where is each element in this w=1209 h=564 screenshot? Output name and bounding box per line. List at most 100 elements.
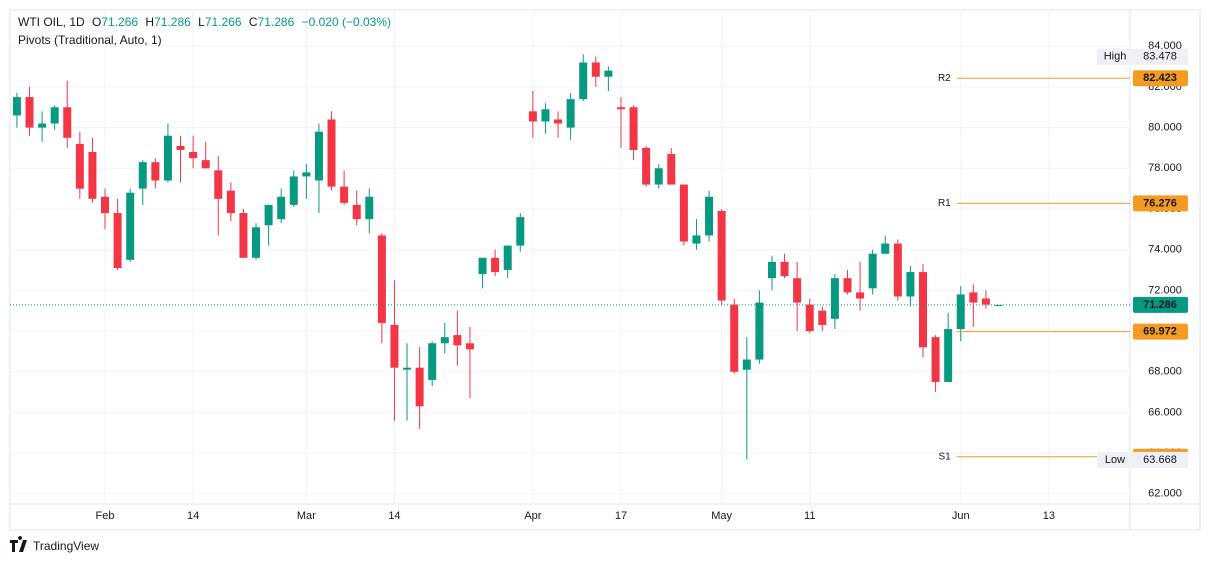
- candle-body: [440, 337, 449, 344]
- x-tick-label: 14: [388, 510, 400, 522]
- candle-body: [214, 170, 223, 199]
- candle-body: [226, 190, 235, 214]
- candle-body: [616, 107, 625, 110]
- candle-body: [830, 278, 839, 319]
- candle-body: [277, 196, 286, 220]
- candle-body: [604, 70, 613, 77]
- candle-body: [893, 243, 902, 297]
- chart-frame: [9, 9, 1201, 531]
- l-label: L: [198, 15, 205, 29]
- pivot-price: 82.423: [1143, 72, 1177, 84]
- candle-body: [654, 168, 663, 185]
- candle-body: [390, 324, 399, 368]
- candle-body: [302, 172, 311, 177]
- candle-body: [994, 304, 1003, 306]
- last-price-box: [1133, 296, 1188, 313]
- open: 71.266: [101, 15, 138, 29]
- candle-body: [503, 245, 512, 271]
- y-tick-label: 68.000: [1148, 366, 1182, 378]
- candle-body: [75, 143, 84, 189]
- symbol: WTI OIL, 1D: [18, 15, 85, 29]
- y-tick-label: 80.000: [1148, 122, 1182, 134]
- candle-body: [881, 243, 890, 254]
- y-tick-label: 62.000: [1148, 488, 1182, 500]
- candle-body: [478, 257, 487, 275]
- candle-body: [176, 145, 185, 150]
- brand-logo: [10, 536, 27, 552]
- y-tick-label: 72.000: [1148, 284, 1182, 296]
- candle-body: [201, 160, 210, 169]
- candle-body: [730, 304, 739, 372]
- candle-body: [918, 272, 927, 348]
- pivot-name: R2: [938, 73, 951, 84]
- last-price: 71.286: [1143, 299, 1177, 311]
- candle-body: [365, 196, 374, 220]
- grid: [10, 10, 1130, 504]
- pivot-price: 76.276: [1143, 197, 1177, 209]
- candle-body: [340, 186, 349, 203]
- candle-body: [906, 272, 915, 297]
- marks: [12, 54, 1003, 460]
- hl-price: 63.668: [1143, 454, 1177, 466]
- candle-body: [314, 131, 323, 181]
- hl-name: Low: [1105, 454, 1125, 466]
- candle-body: [554, 119, 563, 124]
- candle-body: [289, 176, 298, 205]
- candle-body: [113, 213, 122, 268]
- x-tick-label: May: [711, 510, 732, 522]
- candle-body: [453, 335, 462, 346]
- hl-name-box: [1097, 451, 1133, 468]
- candle-body: [151, 162, 160, 181]
- candle-body: [415, 367, 424, 407]
- candle-body: [818, 310, 827, 325]
- x-tick-label: 17: [615, 510, 627, 522]
- x-tick-label: Apr: [524, 510, 541, 522]
- close: 71.286: [258, 15, 295, 29]
- candle-body: [629, 107, 638, 150]
- candle-body: [12, 97, 21, 116]
- pivot-box: [1133, 323, 1188, 340]
- x-tick-label: 11: [804, 510, 815, 522]
- brand: TradingView: [33, 539, 99, 553]
- candle-body: [579, 62, 588, 100]
- change: −0.020 (−0.03%): [302, 15, 391, 29]
- candle-body: [956, 294, 965, 330]
- overlays: 62.00064.00066.00068.00070.00072.00074.0…: [10, 40, 1188, 522]
- candle-body: [679, 184, 688, 242]
- high: 71.286: [154, 15, 191, 29]
- hl-box: [1133, 451, 1188, 468]
- candle-body: [705, 196, 714, 236]
- x-tick-label: Feb: [96, 510, 115, 522]
- candle-body: [428, 343, 437, 380]
- x-tick-label: Jun: [952, 510, 970, 522]
- candle-body: [780, 261, 789, 277]
- indicator: Pivots (Traditional, Auto, 1): [18, 33, 162, 47]
- candle-body: [931, 337, 940, 382]
- candle-body: [491, 257, 500, 273]
- y-tick-label: 74.000: [1148, 244, 1182, 256]
- candle-body: [25, 97, 34, 128]
- low: 71.266: [205, 15, 242, 29]
- candle-body: [717, 211, 726, 301]
- o-label: O: [92, 15, 101, 29]
- candle-body: [352, 204, 361, 220]
- candle-body: [843, 278, 852, 293]
- candle-body: [327, 119, 336, 187]
- pivot-name: R1: [938, 198, 951, 209]
- y-tick-label: 66.000: [1148, 406, 1182, 418]
- c-label: C: [249, 15, 258, 29]
- hl-box: [1133, 48, 1188, 65]
- pivot-box: [1133, 195, 1188, 212]
- hl-name-box: [1097, 48, 1133, 65]
- x-tick-label: 14: [187, 510, 199, 522]
- pivot-price: 69.972: [1143, 326, 1177, 338]
- x-tick-label: Mar: [297, 510, 316, 522]
- hl-price: 83.478: [1143, 51, 1177, 63]
- candle-body: [528, 111, 537, 122]
- candle-body: [50, 107, 59, 124]
- candle-body: [252, 227, 261, 258]
- candle-body: [189, 152, 198, 159]
- candle-body: [755, 302, 764, 360]
- candle-body: [239, 213, 248, 258]
- header: WTI OIL, 1D O71.266 H71.286 L71.266 C71.…: [18, 15, 391, 29]
